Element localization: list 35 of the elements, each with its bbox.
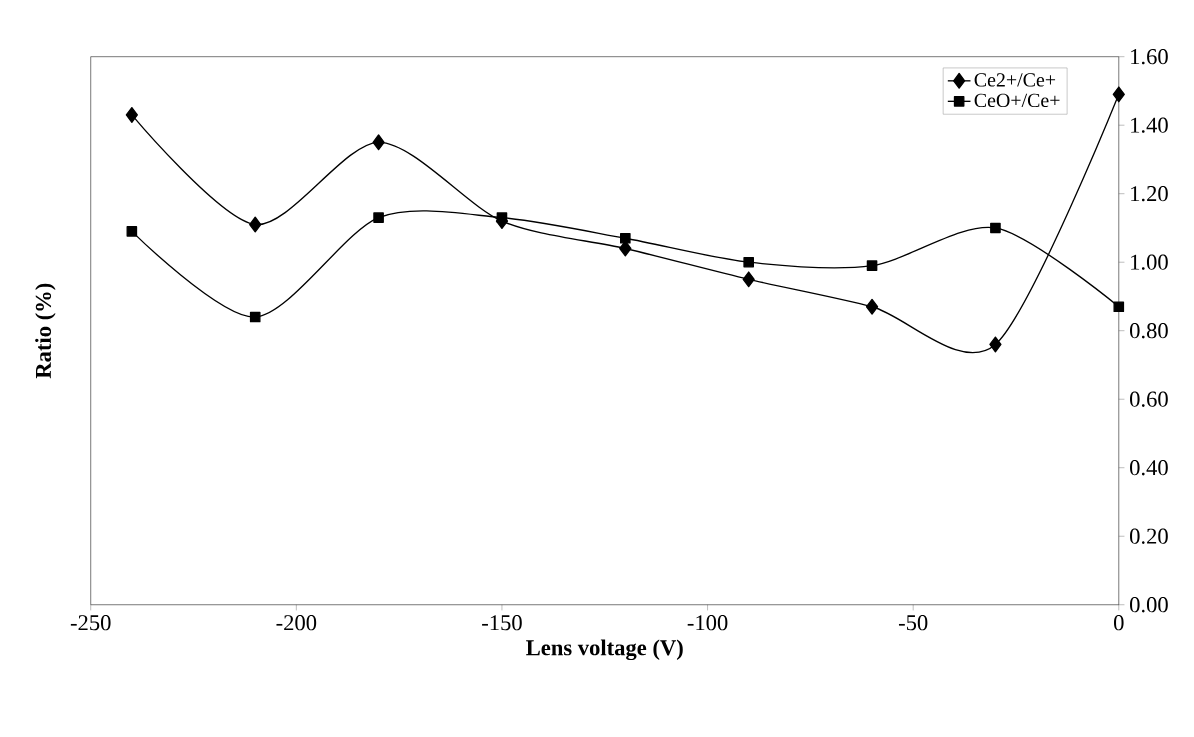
x-tick-label: 0 — [1114, 615, 1124, 631]
point — [373, 212, 384, 223]
y-tick-label: 0.60 — [1130, 391, 1168, 407]
y-tick-label: 0.00 — [1130, 597, 1168, 613]
point — [743, 256, 755, 268]
x-tick-label: -250 — [70, 615, 111, 631]
x-tick-label: -50 — [898, 615, 928, 631]
legend-label: Ce2+/Ce+ — [974, 73, 1056, 87]
x-axis-title: Lens voltage (V) — [526, 639, 683, 661]
point — [989, 336, 1002, 353]
point — [249, 216, 262, 233]
point — [372, 134, 385, 151]
y-tick-label: 1.00 — [1131, 254, 1168, 270]
point — [620, 232, 631, 244]
y-tick-label: 0.80 — [1130, 323, 1168, 339]
y-tick-label: 1.40 — [1131, 117, 1168, 133]
x-tick-label: -200 — [276, 615, 317, 631]
point — [249, 311, 261, 323]
y-axis-title: Ratio (%) — [35, 283, 56, 379]
point — [742, 271, 755, 288]
legend-label: CeO+/Ce+ — [974, 93, 1060, 108]
point — [865, 298, 879, 315]
y-tick-label: 0.20 — [1130, 528, 1168, 544]
y-tick-label: 1.60 — [1131, 49, 1168, 65]
y-tick-label: 0.40 — [1130, 460, 1168, 476]
point — [1112, 86, 1125, 103]
x-tick-label: -100 — [687, 615, 728, 631]
point — [1113, 301, 1125, 313]
point — [126, 226, 138, 237]
x-tick-label: -150 — [482, 615, 522, 631]
point — [496, 212, 508, 223]
y-tick-label: 1.20 — [1131, 186, 1168, 202]
point — [866, 260, 878, 271]
point — [125, 106, 138, 123]
point — [990, 222, 1001, 234]
